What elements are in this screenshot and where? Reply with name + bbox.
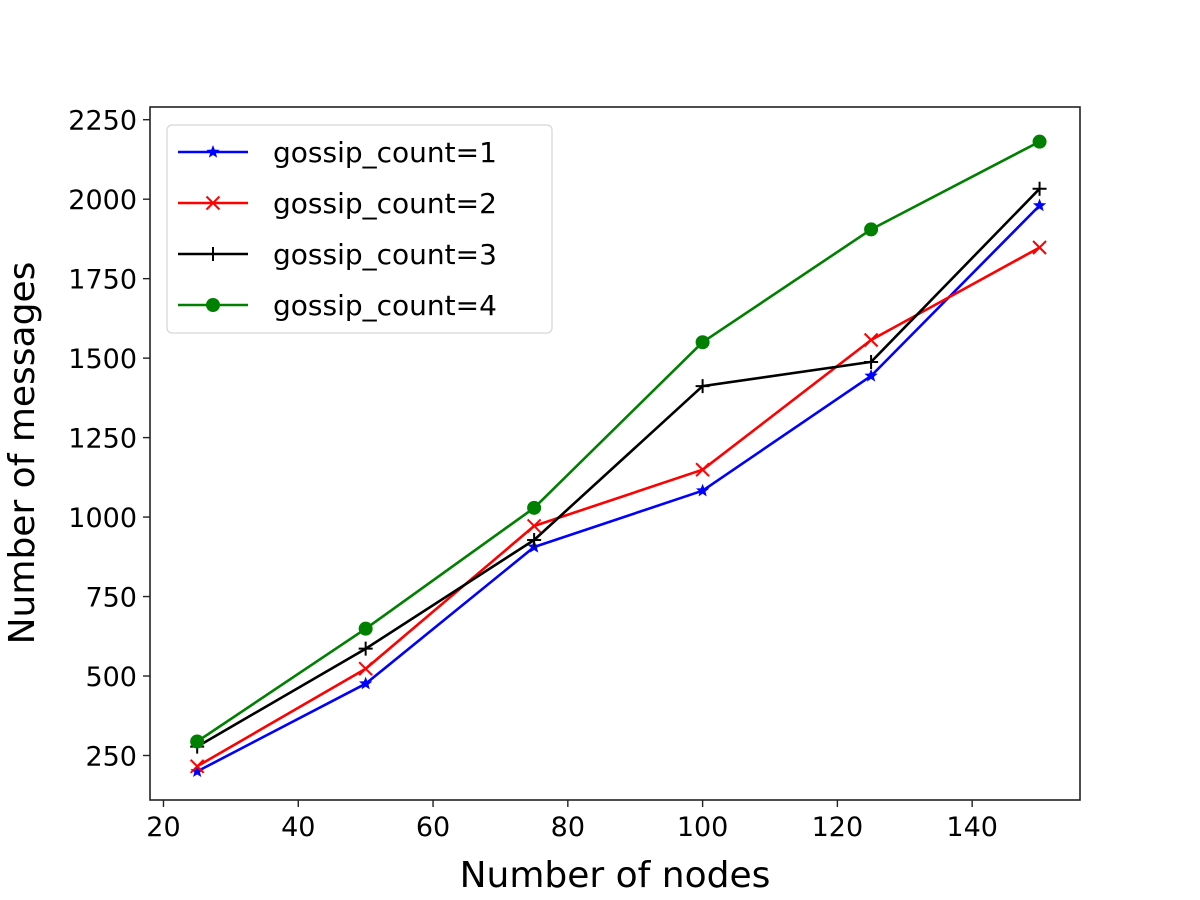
plus-marker-icon: [695, 379, 710, 394]
series-layer: [189, 134, 1047, 778]
circle-marker-icon: [190, 734, 205, 749]
star-marker-icon: [190, 764, 204, 778]
legend-item-1: gossip_count=1: [178, 136, 497, 169]
x-marker-icon: [526, 518, 542, 534]
star-marker-icon: [864, 368, 878, 382]
circle-marker-icon: [1032, 134, 1047, 149]
x-axis-ticks: 20 40 60 80 100 120 140: [146, 800, 998, 843]
legend-label: gossip_count=1: [273, 136, 497, 169]
plus-marker-icon: [358, 641, 373, 656]
legend-item-3: gossip_count=3: [178, 238, 497, 271]
x-tick-label: 60: [416, 812, 450, 843]
x-marker-icon: [189, 759, 205, 774]
y-axis-title: Number of messages: [2, 262, 43, 645]
series-2: [189, 240, 1047, 774]
star-marker-icon: [1032, 198, 1047, 212]
circle-marker-icon: [527, 500, 542, 515]
legend: gossip_count=1 gossip_count=2 gossip_count…: [166, 124, 553, 334]
y-tick-label: 2000: [68, 185, 137, 216]
x-tick-label: 100: [677, 812, 729, 843]
circle-marker-icon: [358, 621, 373, 636]
y-tick-label: 1250: [68, 424, 137, 455]
series-line: [196, 187, 1041, 748]
y-tick-label: 2250: [68, 106, 137, 137]
x-tick-label: 20: [146, 812, 180, 843]
legend-label: gossip_count=3: [273, 238, 497, 271]
legend-item-4: gossip_count=4: [178, 289, 497, 322]
series-line: [196, 140, 1041, 743]
x-marker-icon: [1032, 240, 1047, 255]
star-marker-icon: [206, 145, 220, 158]
series-line: [196, 204, 1041, 773]
x-tick-label: 140: [946, 812, 998, 843]
circle-marker-icon: [695, 335, 710, 350]
y-tick-label: 250: [85, 741, 137, 772]
plus-marker-icon: [527, 532, 542, 547]
circle-marker-icon: [206, 298, 220, 312]
legend-box: [166, 124, 553, 334]
y-tick-label: 500: [85, 662, 137, 693]
plus-marker-icon: [1032, 181, 1047, 196]
y-tick-label: 1500: [68, 344, 137, 375]
plus-marker-icon: [864, 354, 879, 369]
star-marker-icon: [358, 676, 373, 690]
y-tick-label: 1750: [68, 265, 137, 296]
x-tick-label: 80: [551, 812, 585, 843]
x-tick-label: 120: [812, 812, 864, 843]
star-marker-icon: [695, 483, 710, 497]
plus-marker-icon: [206, 247, 220, 261]
x-marker-icon: [695, 462, 710, 477]
x-marker-icon: [358, 661, 373, 676]
legend-label: gossip_count=2: [273, 187, 497, 220]
x-axis-title: Number of nodes: [460, 855, 771, 896]
circle-marker-icon: [864, 222, 879, 237]
plot-frame: [149, 106, 1081, 801]
series-4: [190, 134, 1047, 749]
x-marker-icon: [205, 195, 221, 211]
y-tick-label: 750: [85, 583, 137, 614]
y-axis-ticks: 250 500 750 1000 1250 1500 1750 2000 2250: [68, 106, 150, 772]
legend-label: gossip_count=4: [273, 289, 497, 322]
series-line: [196, 246, 1041, 768]
x-tick-label: 40: [281, 812, 315, 843]
y-tick-label: 1000: [68, 503, 137, 534]
legend-item-2: gossip_count=2: [178, 187, 497, 220]
x-marker-icon: [863, 332, 879, 348]
